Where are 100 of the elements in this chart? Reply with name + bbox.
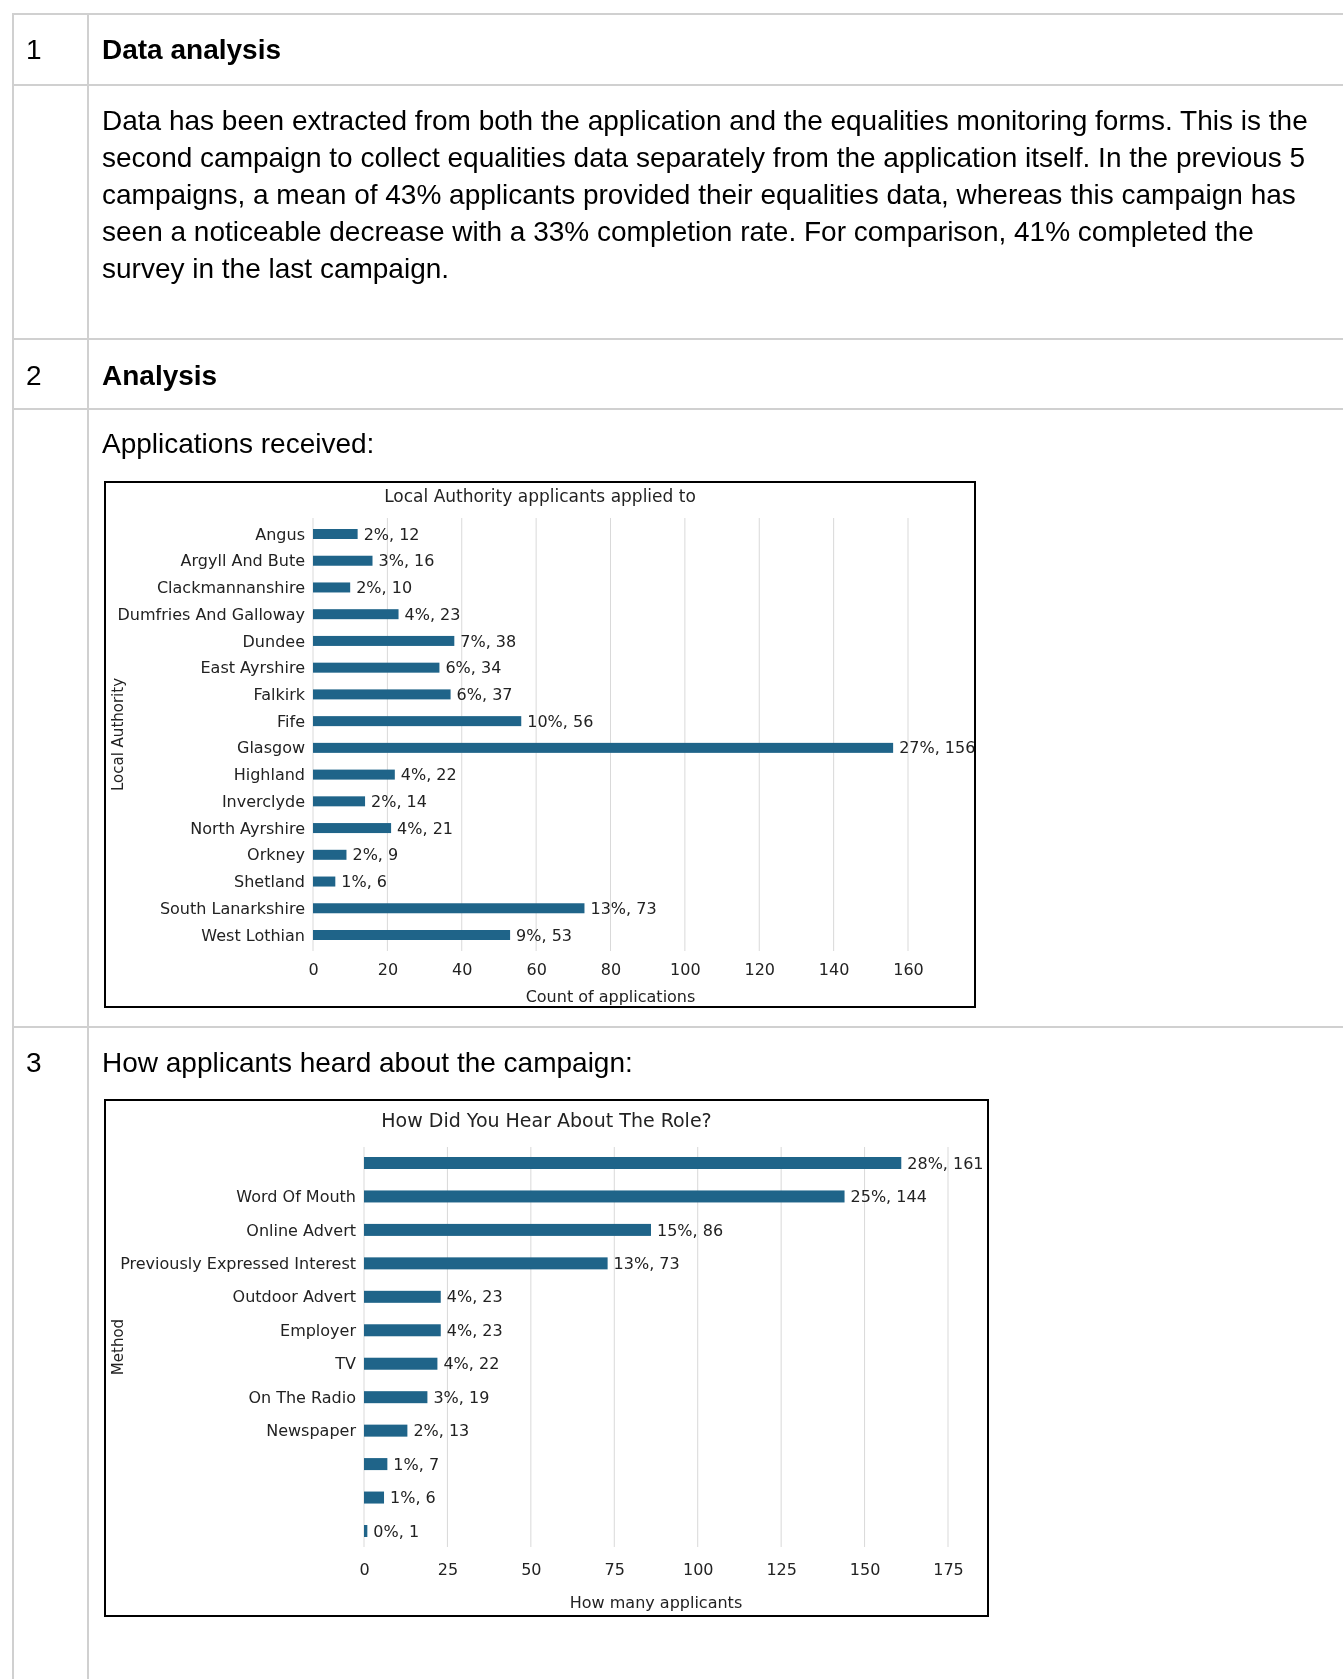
data-label: 4%, 22: [443, 1354, 500, 1374]
data-label: 1%, 6: [341, 872, 388, 892]
bar: [313, 716, 522, 727]
bar: [313, 609, 399, 620]
data-label: 1%, 7: [393, 1454, 440, 1474]
data-label: 13%, 73: [613, 1253, 680, 1273]
bar: [313, 903, 585, 914]
y-tick-label: East Ayrshire: [200, 658, 305, 678]
bar: [313, 635, 455, 646]
bar: [313, 689, 451, 700]
x-tick-label: 140: [818, 960, 850, 980]
bar: [313, 823, 392, 834]
x-tick-label: 50: [521, 1560, 542, 1580]
data-label: 25%, 144: [850, 1187, 927, 1207]
y-tick-label: Word Of Mouth: [236, 1187, 356, 1207]
data-label: 4%, 23: [404, 604, 461, 624]
data-label: 7%, 38: [460, 631, 517, 651]
y-tick-label: Falkirk: [253, 685, 306, 705]
y-tick-label: Previously Expressed Interest: [120, 1253, 356, 1273]
text: 1: [26, 33, 43, 67]
x-tick-label: 40: [452, 960, 473, 980]
text: Data has been extracted from both the application and the equalities monitoring forms. This is the second campaign to collect equalities data separately from the application itself. In the previous 5 campaigns, a mean of 43% applicants provided their equalities data, whereas this campaign has seen a noticeable decrease with a 33% completion rate. For comparison, 41% completed the survey in the last campaign.: [102, 104, 1309, 286]
bar: [313, 930, 511, 940]
chart-title: How Did You Hear About The Role?: [381, 1108, 712, 1131]
bar: [364, 1157, 902, 1169]
y-tick-label: Newspaper: [266, 1421, 357, 1441]
data-label: 3%, 16: [378, 551, 435, 571]
y-tick-label: Shetland: [234, 872, 305, 892]
y-axis-title: Method: [109, 1318, 128, 1376]
bar: [313, 662, 440, 673]
data-label: 4%, 23: [446, 1287, 503, 1307]
data-label: 13%, 73: [590, 898, 657, 918]
x-tick-label: 0: [359, 1560, 370, 1580]
y-tick-label: On The Radio: [248, 1387, 356, 1407]
y-tick-label: TV: [334, 1354, 357, 1374]
y-tick-label: Outdoor Advert: [232, 1287, 356, 1307]
x-axis-title: How many applicants: [569, 1592, 743, 1612]
y-tick-label: Dumfries And Galloway: [117, 604, 305, 624]
bar: [313, 742, 894, 753]
x-tick-label: 125: [766, 1560, 797, 1580]
text: Data analysis: [102, 33, 282, 67]
y-tick-label: Dundee: [242, 631, 305, 651]
bar: [364, 1357, 438, 1370]
bar: [364, 1324, 441, 1337]
y-tick-label: North Ayrshire: [190, 818, 305, 838]
chart-title: Local Authority applicants applied to: [384, 485, 696, 506]
x-tick-label: 150: [849, 1560, 881, 1580]
data-label: 2%, 13: [413, 1421, 470, 1441]
y-tick-label: Glasgow: [236, 738, 305, 758]
bar: [364, 1190, 845, 1203]
data-label: 6%, 37: [456, 685, 513, 704]
data-label: 2%, 9: [352, 845, 399, 865]
bar: [313, 796, 366, 807]
text: Analysis: [102, 359, 219, 393]
y-tick-label: Angus: [255, 524, 305, 544]
bar: [364, 1257, 608, 1270]
bar: [364, 1491, 385, 1504]
bar: [364, 1525, 368, 1537]
x-tick-label: 100: [670, 960, 701, 980]
data-label: 4%, 22: [400, 765, 457, 785]
y-tick-label: South Lanarkshire: [159, 898, 305, 918]
y-tick-label: Fife: [277, 711, 305, 731]
x-tick-label: 175: [933, 1560, 964, 1580]
y-axis-title: Local Authority: [109, 677, 128, 792]
y-tick-label: Online Advert: [246, 1220, 356, 1240]
data-label: 4%, 23: [446, 1320, 503, 1340]
data-label: 2%, 10: [356, 578, 413, 598]
text: How applicants heard about the campaign:: [102, 1046, 634, 1080]
data-label: 15%, 86: [656, 1220, 724, 1240]
y-tick-label: Inverclyde: [221, 791, 305, 811]
text: 3: [26, 1046, 43, 1080]
bar: [364, 1391, 428, 1404]
y-tick-label: Highland: [233, 765, 305, 785]
data-label: 27%, 156: [899, 738, 976, 758]
data-label: 0%, 1: [373, 1521, 420, 1541]
x-tick-label: 25: [437, 1560, 459, 1580]
y-tick-label: West Lothian: [201, 925, 305, 945]
y-tick-label: Clackmannanshire: [156, 578, 305, 598]
x-tick-label: 60: [526, 960, 547, 980]
data-label: 9%, 53: [516, 925, 573, 945]
data-label: 28%, 161: [907, 1153, 984, 1173]
x-tick-label: 75: [604, 1560, 625, 1580]
x-axis-title: Count of applications: [525, 986, 696, 1006]
bar: [313, 582, 351, 593]
bar: [364, 1223, 651, 1236]
bar: [364, 1458, 388, 1471]
data-label: 1%, 6: [390, 1488, 436, 1508]
x-tick-label: 160: [893, 960, 924, 980]
bar: [364, 1290, 441, 1303]
x-tick-label: 100: [682, 1560, 714, 1580]
y-tick-label: Orkney: [247, 845, 305, 865]
text: 2: [26, 359, 43, 393]
bar: [313, 529, 358, 539]
y-tick-label: Argyll And Bute: [180, 551, 305, 571]
data-label: 4%, 21: [397, 818, 454, 838]
x-tick-label: 120: [744, 960, 776, 980]
x-tick-label: 80: [600, 960, 622, 980]
x-tick-label: 0: [308, 960, 319, 980]
data-label: 3%, 19: [433, 1387, 490, 1407]
x-tick-label: 20: [377, 960, 399, 980]
